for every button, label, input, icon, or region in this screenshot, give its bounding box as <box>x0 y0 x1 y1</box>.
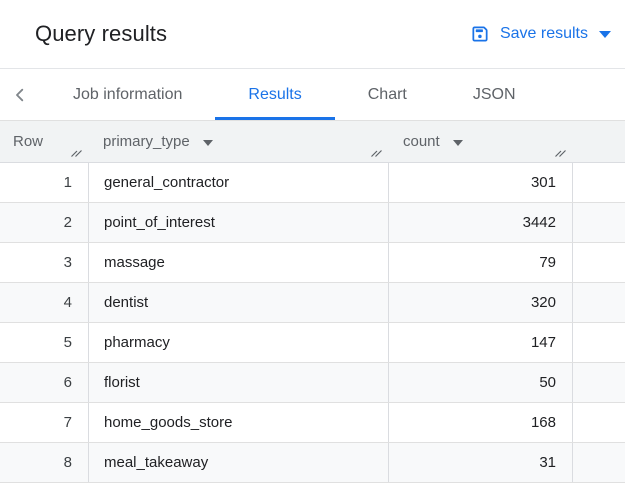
count-cell: 3442 <box>388 203 572 242</box>
table-row: 5 pharmacy 147 <box>0 323 625 363</box>
row-number-cell: 3 <box>63 254 72 271</box>
page-title: Query results <box>35 21 168 46</box>
column-label: count <box>403 133 440 150</box>
primary-type-cell: point_of_interest <box>88 203 388 242</box>
save-results-caret-down-icon <box>599 30 611 38</box>
primary-type-cell: home_goods_store <box>88 403 388 442</box>
save-results-label: Save results <box>499 25 588 42</box>
row-number-cell: 7 <box>63 414 72 431</box>
spacer-cell <box>572 163 625 202</box>
tab-label: Job information <box>73 85 183 103</box>
column-label: Row <box>13 133 44 150</box>
count-cell: 301 <box>388 163 572 202</box>
save-icon <box>470 24 490 44</box>
save-results-button[interactable]: Save results <box>470 24 611 44</box>
row-number-cell: 2 <box>63 214 72 231</box>
table-row: 8 meal_takeaway 31 <box>0 443 625 483</box>
column-header-spacer <box>572 121 625 162</box>
count-cell: 31 <box>388 443 572 482</box>
table-row: 3 massage 79 <box>0 243 625 283</box>
tab-label: Results <box>248 85 302 103</box>
spacer-cell <box>572 363 625 402</box>
results-table-header: Row primary_type count <box>0 121 625 163</box>
column-resize-handle[interactable] <box>370 145 383 158</box>
column-label: primary_type <box>103 133 190 150</box>
row-number-cell: 4 <box>63 294 72 311</box>
query-results-header: Query results Save results <box>0 0 625 68</box>
spacer-cell <box>572 403 625 442</box>
tab-scroll-left-button[interactable] <box>0 69 40 120</box>
column-header-count: count <box>388 121 572 162</box>
count-cell: 79 <box>388 243 572 282</box>
row-number-cell: 1 <box>63 174 72 191</box>
count-cell: 168 <box>388 403 572 442</box>
count-cell: 50 <box>388 363 572 402</box>
table-row: 1 general_contractor 301 <box>0 163 625 203</box>
chevron-left-icon <box>9 84 31 106</box>
table-row: 7 home_goods_store 168 <box>0 403 625 443</box>
count-cell: 147 <box>388 323 572 362</box>
row-number-cell: 6 <box>63 374 72 391</box>
primary-type-cell: pharmacy <box>88 323 388 362</box>
table-row: 2 point_of_interest 3442 <box>0 203 625 243</box>
primary-type-cell: florist <box>88 363 388 402</box>
results-table-body: 1 general_contractor 301 2 point_of_inte… <box>0 163 625 483</box>
results-table: Row primary_type count <box>0 121 625 483</box>
spacer-cell <box>572 283 625 322</box>
column-resize-handle[interactable] <box>70 145 83 158</box>
spacer-cell <box>572 243 625 282</box>
tab-label: JSON <box>472 85 516 103</box>
column-header-primary-type: primary_type <box>88 121 388 162</box>
results-tabbar: Job information Results Chart JSON <box>0 68 625 121</box>
primary-type-cell: meal_takeaway <box>88 443 388 482</box>
column-menu-caret-icon[interactable] <box>452 139 463 146</box>
table-row: 4 dentist 320 <box>0 283 625 323</box>
table-row: 6 florist 50 <box>0 363 625 403</box>
tab-label: Chart <box>367 85 407 103</box>
column-menu-caret-icon[interactable] <box>202 139 213 146</box>
spacer-cell <box>572 323 625 362</box>
count-cell: 320 <box>388 283 572 322</box>
row-number-cell: 5 <box>63 334 72 351</box>
tab-results[interactable]: Results <box>215 69 336 120</box>
primary-type-cell: general_contractor <box>88 163 388 202</box>
spacer-cell <box>572 203 625 242</box>
row-number-cell: 8 <box>63 454 72 471</box>
tab-chart[interactable]: Chart <box>335 69 440 120</box>
tab-job-information[interactable]: Job information <box>40 69 215 120</box>
spacer-cell <box>572 443 625 482</box>
column-resize-handle[interactable] <box>554 145 567 158</box>
column-header-row: Row <box>0 121 88 162</box>
primary-type-cell: dentist <box>88 283 388 322</box>
primary-type-cell: massage <box>88 243 388 282</box>
tab-json[interactable]: JSON <box>440 69 549 120</box>
